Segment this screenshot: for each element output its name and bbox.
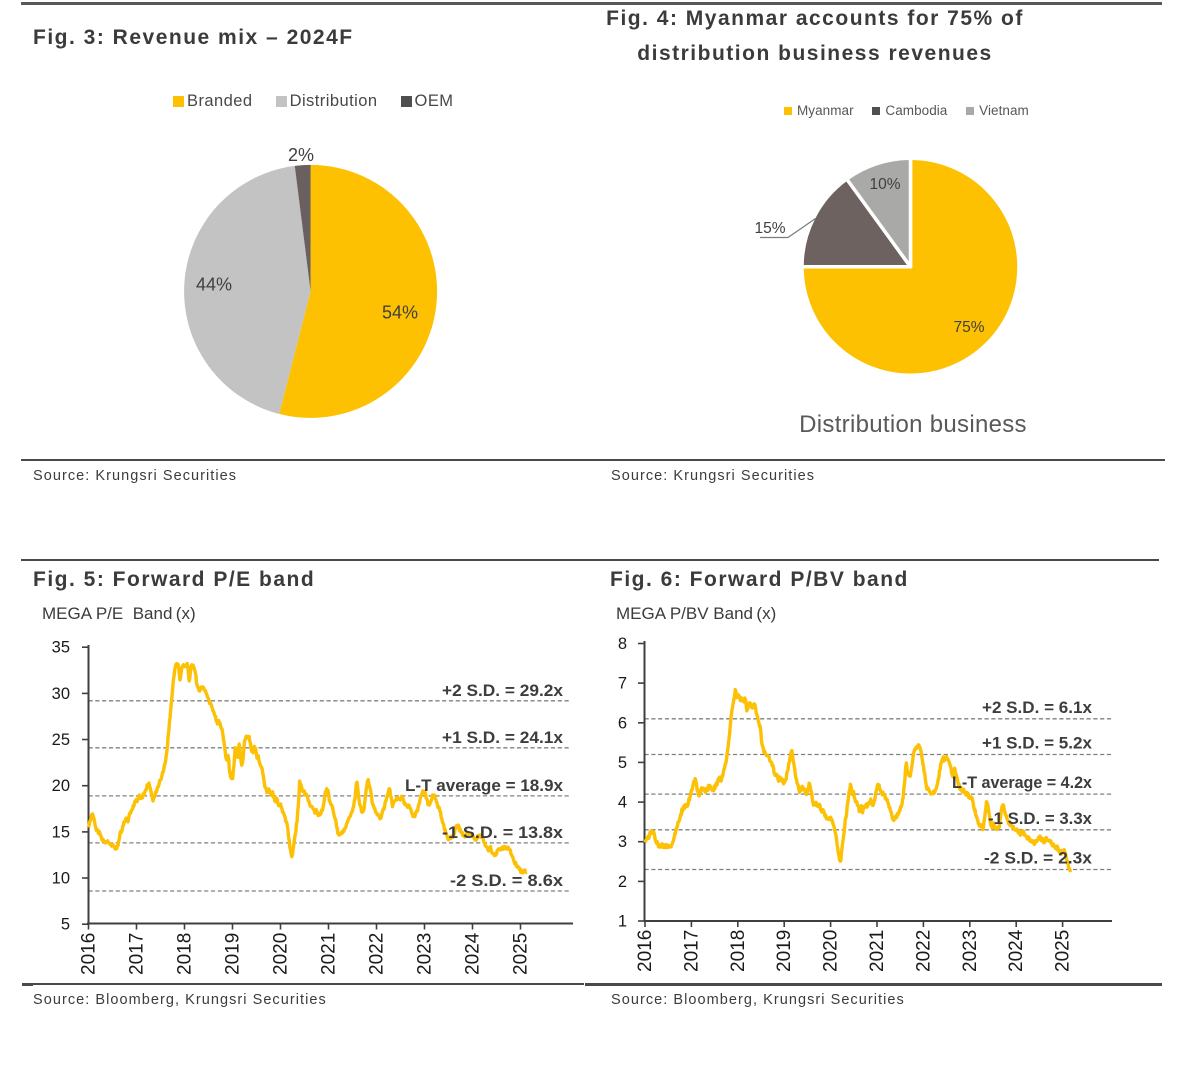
svg-text:75%: 75% bbox=[953, 319, 984, 336]
svg-text:8: 8 bbox=[618, 635, 627, 653]
svg-text:4: 4 bbox=[618, 794, 627, 812]
svg-text:+2 S.D. = 6.1x: +2 S.D. = 6.1x bbox=[982, 698, 1093, 717]
svg-text:2025: 2025 bbox=[511, 933, 532, 975]
svg-text:10%: 10% bbox=[869, 176, 900, 193]
svg-text:20: 20 bbox=[52, 777, 70, 795]
svg-text:1: 1 bbox=[618, 913, 627, 931]
svg-text:2016: 2016 bbox=[635, 930, 656, 972]
svg-text:15%: 15% bbox=[754, 220, 785, 237]
svg-text:2019: 2019 bbox=[774, 930, 795, 972]
svg-text:25: 25 bbox=[52, 731, 70, 749]
svg-text:2%: 2% bbox=[288, 145, 314, 165]
svg-text:2: 2 bbox=[618, 873, 627, 891]
svg-text:2017: 2017 bbox=[127, 933, 148, 975]
svg-text:6: 6 bbox=[618, 714, 627, 732]
svg-text:-1 S.D. = 3.3x: -1 S.D. = 3.3x bbox=[988, 809, 1093, 828]
svg-text:2018: 2018 bbox=[728, 930, 749, 972]
svg-text:2019: 2019 bbox=[223, 933, 244, 975]
svg-text:L-T average = 18.9x: L-T average = 18.9x bbox=[405, 776, 564, 795]
svg-text:2016: 2016 bbox=[79, 933, 100, 975]
svg-text:2025: 2025 bbox=[1053, 930, 1074, 972]
svg-text:30: 30 bbox=[52, 685, 70, 703]
svg-text:L-T average = 4.2x: L-T average = 4.2x bbox=[952, 773, 1093, 792]
svg-text:2020: 2020 bbox=[821, 930, 842, 972]
svg-text:2023: 2023 bbox=[415, 933, 436, 975]
svg-text:2021: 2021 bbox=[319, 933, 340, 975]
svg-text:+2 S.D. = 29.2x: +2 S.D. = 29.2x bbox=[442, 681, 564, 700]
svg-text:-1 S.D. = 13.8x: -1 S.D. = 13.8x bbox=[442, 823, 564, 842]
svg-text:Distribution business: Distribution business bbox=[799, 411, 1027, 438]
svg-text:2022: 2022 bbox=[367, 933, 388, 975]
svg-text:2020: 2020 bbox=[271, 933, 292, 975]
svg-text:44%: 44% bbox=[196, 275, 232, 295]
svg-text:2021: 2021 bbox=[867, 930, 888, 972]
svg-text:2023: 2023 bbox=[960, 930, 981, 972]
svg-text:2024: 2024 bbox=[463, 932, 484, 975]
svg-text:2018: 2018 bbox=[175, 933, 196, 975]
svg-text:7: 7 bbox=[618, 675, 627, 693]
svg-text:54%: 54% bbox=[382, 303, 418, 323]
svg-text:-2 S.D. = 8.6x: -2 S.D. = 8.6x bbox=[450, 871, 564, 890]
svg-text:2024: 2024 bbox=[1006, 929, 1027, 972]
svg-text:2017: 2017 bbox=[681, 930, 702, 972]
svg-text:10: 10 bbox=[52, 870, 70, 888]
svg-text:35: 35 bbox=[52, 639, 70, 657]
svg-text:3: 3 bbox=[618, 833, 627, 851]
svg-text:5: 5 bbox=[61, 916, 70, 934]
svg-text:+1 S.D. = 24.1x: +1 S.D. = 24.1x bbox=[442, 728, 564, 747]
svg-text:15: 15 bbox=[52, 823, 70, 841]
svg-text:+1 S.D. = 5.2x: +1 S.D. = 5.2x bbox=[982, 734, 1093, 753]
svg-text:-2 S.D. = 2.3x: -2 S.D. = 2.3x bbox=[984, 849, 1093, 868]
svg-text:2022: 2022 bbox=[913, 930, 934, 972]
svg-text:5: 5 bbox=[618, 754, 627, 772]
